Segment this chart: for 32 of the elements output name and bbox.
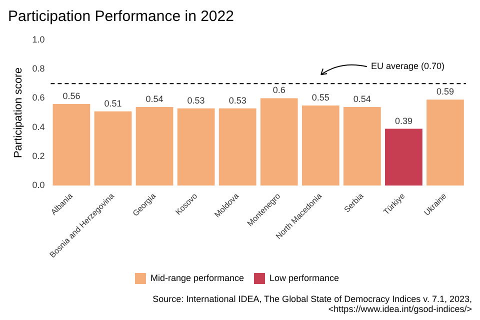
- ref-line-label: EU average (0.70): [371, 61, 445, 72]
- y-axis-title: Participation score: [12, 68, 25, 158]
- bar: [426, 100, 464, 186]
- bar: [385, 128, 422, 186]
- data-label: 0.55: [312, 92, 330, 102]
- y-tick-label: 0.2: [32, 150, 45, 161]
- source-note: Source: International IDEA, The Global State of Democracy Indices v. 7.1, 2023, <https://www.idea.int/gsod-indices/>: [152, 294, 472, 314]
- data-label: 0.53: [228, 95, 246, 106]
- bar: [94, 111, 132, 186]
- data-label: 0.51: [104, 98, 122, 108]
- data-label: 0.59: [436, 86, 454, 97]
- bar: [343, 106, 381, 186]
- data-label: 0.6: [272, 85, 286, 96]
- bar: [52, 104, 90, 186]
- chart-title: Participation Performance in 2022: [8, 8, 234, 26]
- bar: [260, 98, 298, 186]
- data-label: 0.53: [187, 95, 205, 106]
- data-label: 0.39: [394, 116, 412, 126]
- bar: [136, 106, 174, 186]
- y-tick-label: 1.0: [32, 34, 45, 44]
- bar: [302, 106, 340, 186]
- data-label: 0.54: [353, 94, 371, 104]
- y-tick-label: 0.6: [32, 92, 45, 103]
- y-tick-label: 0.4: [32, 122, 45, 132]
- bar: [177, 108, 215, 186]
- y-tick-label: 0.8: [32, 64, 45, 74]
- bar: [218, 108, 256, 186]
- legend-label: Mid-range performance: [150, 272, 244, 283]
- y-tick-label: 0.0: [32, 180, 45, 190]
- legend-label: Low performance: [270, 272, 340, 283]
- data-label: 0.56: [62, 91, 80, 102]
- data-label: 0.54: [146, 94, 164, 104]
